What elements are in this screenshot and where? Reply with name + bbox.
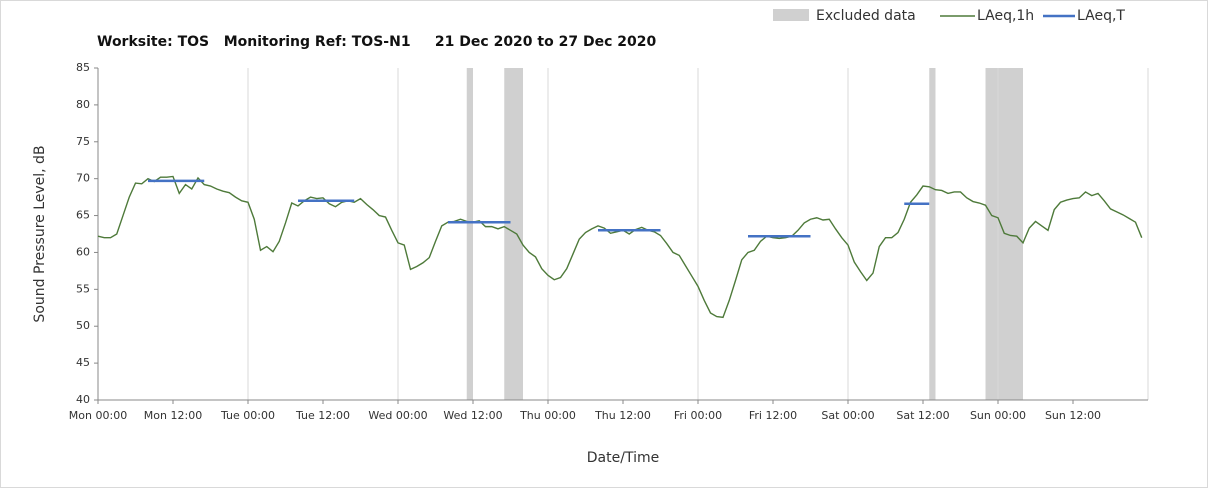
y-tick-label: 75 [76, 135, 90, 148]
x-tick-label: Tue 00:00 [220, 409, 275, 422]
y-axis-title: Sound Pressure Level, dB [32, 145, 48, 322]
legend-swatch [773, 9, 809, 21]
x-tick-label: Sat 00:00 [821, 409, 874, 422]
x-tick-label: Sat 12:00 [896, 409, 949, 422]
y-tick-label: 55 [76, 282, 90, 295]
y-tick-label: 50 [76, 319, 90, 332]
legend-label: LAeq,T [1077, 8, 1125, 24]
excluded-band [929, 68, 936, 400]
y-tick-label: 40 [76, 393, 90, 406]
y-tick-label: 60 [76, 245, 90, 258]
legend: Excluded data LAeq,1h LAeq,T [773, 8, 1125, 24]
y-tick-label: 85 [76, 61, 90, 74]
x-tick-label: Thu 00:00 [519, 409, 576, 422]
x-tick-label: Fri 12:00 [749, 409, 797, 422]
x-tick-label: Sun 12:00 [1045, 409, 1101, 422]
y-tick-label: 80 [76, 98, 90, 111]
x-tick-label: Tue 12:00 [295, 409, 350, 422]
legend-label: Excluded data [816, 8, 916, 24]
x-axis-title: Date/Time [587, 450, 659, 466]
x-tick-label: Wed 00:00 [368, 409, 427, 422]
y-tick-label: 45 [76, 356, 90, 369]
excluded-band [504, 68, 523, 400]
x-tick-label: Wed 12:00 [443, 409, 502, 422]
x-tick-label: Mon 00:00 [69, 409, 127, 422]
y-tick-label: 70 [76, 172, 90, 185]
x-tick-label: Sun 00:00 [970, 409, 1026, 422]
chart-title: Worksite: TOS Monitoring Ref: TOS-N1 21 … [97, 34, 656, 50]
x-tick-label: Thu 12:00 [594, 409, 651, 422]
excluded-band [466, 68, 473, 400]
x-tick-label: Mon 12:00 [144, 409, 202, 422]
x-tick-label: Fri 00:00 [674, 409, 722, 422]
legend-label: LAeq,1h [977, 8, 1034, 24]
y-tick-label: 65 [76, 209, 90, 222]
